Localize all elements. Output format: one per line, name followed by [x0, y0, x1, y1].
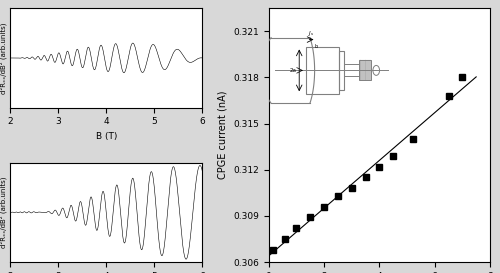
Text: (c): (c)	[234, 0, 252, 1]
Y-axis label: d²Rₓₓ/dB² (arb.units): d²Rₓₓ/dB² (arb.units)	[0, 22, 7, 94]
Y-axis label: d²Rₓₓ/dB² (arb.units): d²Rₓₓ/dB² (arb.units)	[0, 177, 7, 248]
Y-axis label: CPGE current (nA): CPGE current (nA)	[218, 91, 228, 179]
X-axis label: B (T): B (T)	[96, 132, 117, 141]
